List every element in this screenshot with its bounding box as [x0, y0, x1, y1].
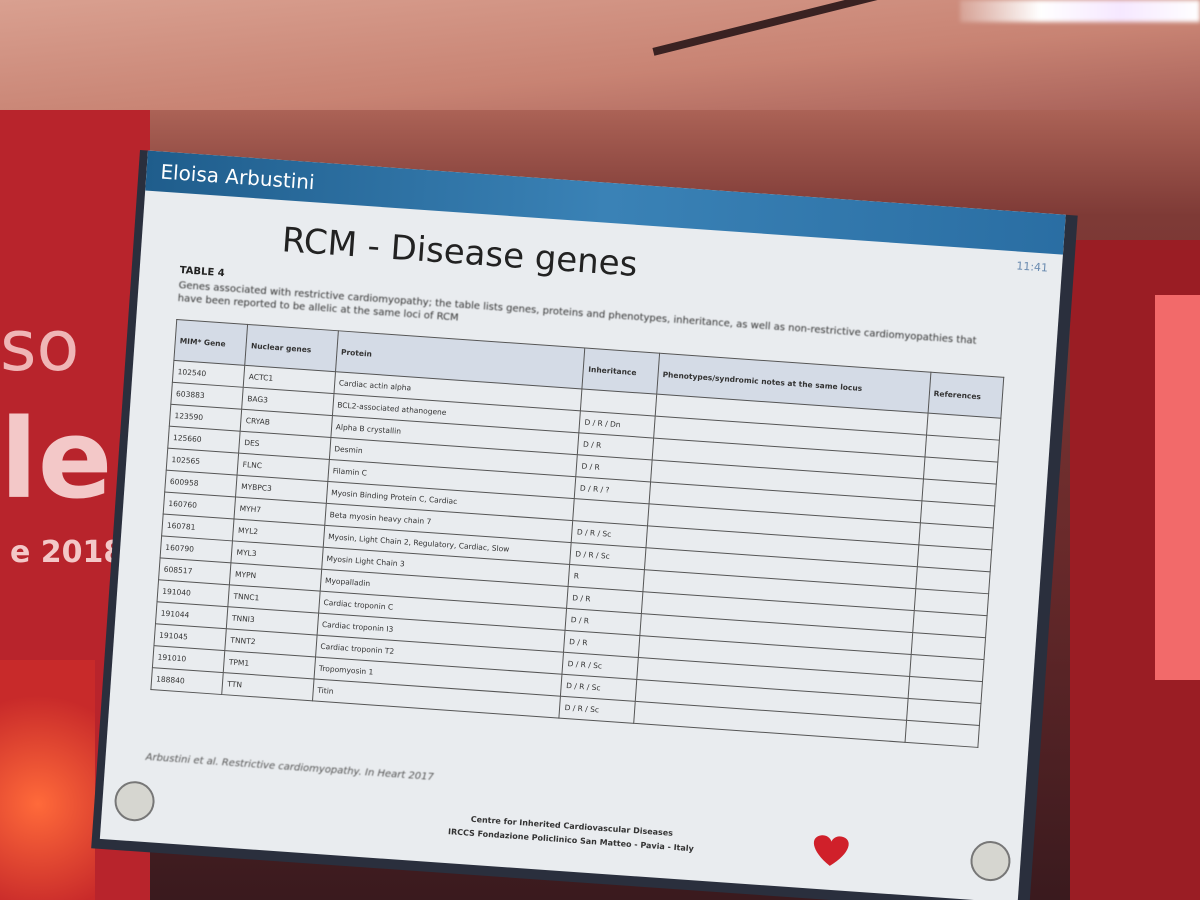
banner-text: e 2018 [10, 535, 125, 570]
column-header: Nuclear genes [245, 324, 339, 372]
table-body: 102540 ACTC1 Cardiac actin alpha 603883 BAG3… [150, 360, 1001, 748]
column-header: Inheritance [582, 348, 660, 395]
citation: Arbustini et al. Restrictive cardiomyopa… [145, 751, 435, 784]
table-cell [904, 720, 980, 748]
table-cell: 188840 [150, 667, 224, 695]
banner-text: so [0, 305, 80, 387]
seal-logo [969, 839, 1012, 883]
gene-table: MIM* Gene Nuclear genes Protein Inheritance… [150, 319, 1004, 748]
ceiling-lights [960, 0, 1200, 22]
banner-text: le [0, 395, 113, 523]
seal-logo [113, 779, 156, 823]
column-header: MIM* Gene [173, 319, 248, 366]
table-cell: D / R / Sc [559, 696, 636, 724]
heart-shape [814, 835, 849, 866]
table-label: TABLE 4 [179, 265, 226, 280]
slide-time: 11:41 [1015, 259, 1049, 275]
slide-title: RCM - Disease genes [280, 220, 639, 285]
presenter-name: Eloisa Arbustini [159, 159, 316, 195]
slide: Eloisa Arbustini 11:41 RCM - Disease gen… [99, 150, 1066, 900]
light-glow [0, 660, 95, 900]
light-panel [1155, 295, 1200, 680]
heart-logo [814, 835, 849, 866]
column-header: References [927, 372, 1004, 419]
projection-screen: Eloisa Arbustini 11:41 RCM - Disease gen… [91, 150, 1078, 900]
